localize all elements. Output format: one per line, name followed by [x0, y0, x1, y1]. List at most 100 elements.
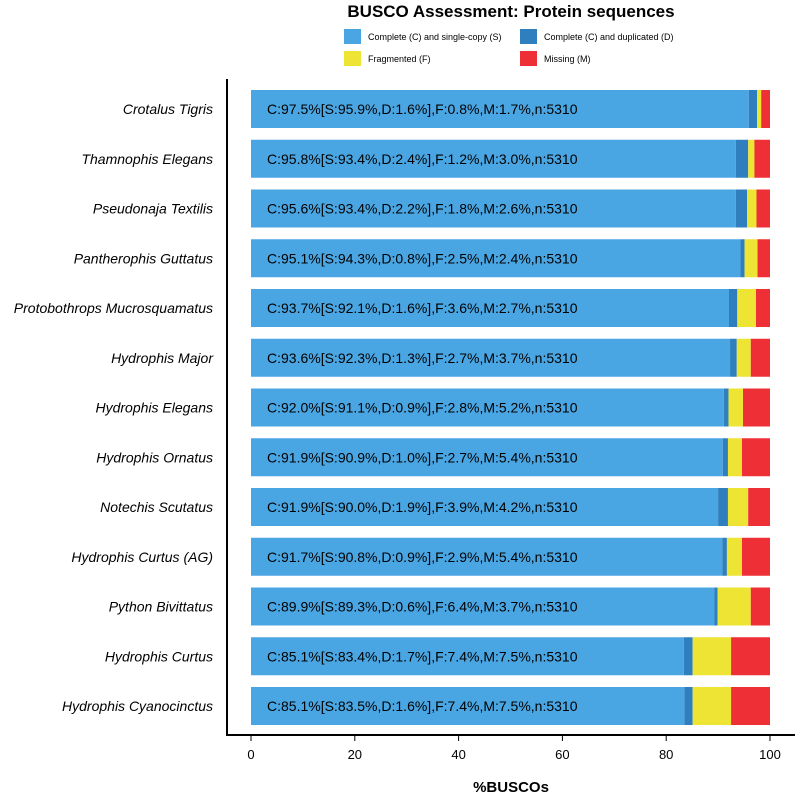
bar-segment [735, 139, 749, 178]
bar-segment [748, 488, 770, 526]
bar-label: C:95.6%[S:93.4%,D:2.2%],F:1.8%,M:2.6%,n:… [267, 201, 578, 217]
bar-segment [754, 139, 770, 178]
x-tick-label: 20 [348, 747, 362, 762]
bar-segment [722, 438, 728, 477]
x-ticks: 0 20 40 60 80 100 [247, 735, 781, 762]
x-tick-label: 100 [759, 747, 781, 762]
bar-segment [251, 537, 723, 576]
bar-label: C:93.6%[S:92.3%,D:1.3%],F:2.7%,M:3.7%,n:… [267, 350, 578, 366]
bar-segment [251, 139, 736, 178]
species-label: Hydrophis Ornatus [96, 449, 213, 465]
bar-segment [684, 687, 693, 725]
species-label: Pantherophis Guttatus [74, 250, 213, 266]
bar-segment [727, 438, 742, 477]
bar-segment [726, 537, 742, 576]
bar-segment [251, 438, 723, 477]
legend-swatch [344, 29, 361, 44]
x-axis-title: %BUSCOs [473, 779, 549, 796]
bar-segment [692, 637, 732, 676]
bar-segment [251, 289, 729, 327]
bars [251, 90, 770, 725]
bar-segment [714, 587, 718, 626]
bar-segment [728, 388, 744, 427]
species-label: Notechis Scutatus [100, 499, 213, 515]
bar-segment [743, 388, 770, 427]
axes [226, 79, 795, 736]
bar-segment [730, 338, 737, 377]
x-tick-label: 40 [451, 747, 465, 762]
species-labels: Crotalus Tigris Thamnophis Elegans Pseudon… [14, 101, 215, 714]
bar-segment [692, 687, 732, 725]
bar-segment [761, 90, 770, 128]
species-label: Hydrophis Curtus (AG) [71, 549, 213, 565]
bar-segment [741, 438, 770, 477]
bar-segment [251, 587, 715, 626]
bar-segment [683, 637, 693, 676]
bar-label: C:97.5%[S:95.9%,D:1.6%],F:0.8%,M:1.7%,n:… [267, 101, 578, 117]
bar-label: C:95.1%[S:94.3%,D:0.8%],F:2.5%,M:2.4%,n:… [267, 250, 578, 266]
bar-segment [251, 388, 724, 427]
legend-swatch [520, 29, 537, 44]
species-label: Crotalus Tigris [123, 101, 213, 117]
bar-segment [251, 90, 749, 128]
bar-segment [727, 488, 749, 526]
bar-segment [750, 587, 770, 626]
legend-label: Complete (C) and single-copy (S) [368, 32, 502, 42]
bar-segment [722, 537, 727, 576]
bar-segment [251, 338, 731, 377]
x-tick-label: 0 [247, 747, 254, 762]
species-label: Hydrophis Major [111, 350, 214, 366]
bar-segment [717, 587, 751, 626]
bar-label: C:91.7%[S:90.8%,D:0.9%],F:2.9%,M:5.4%,n:… [267, 549, 578, 565]
bar-segment [718, 488, 728, 526]
bar-label: C:91.9%[S:90.9%,D:1.0%],F:2.7%,M:5.4%,n:… [267, 449, 578, 465]
chart-title: BUSCO Assessment: Protein sequences [347, 2, 674, 21]
bar-label: C:95.8%[S:93.4%,D:2.4%],F:1.2%,M:3.0%,n:… [267, 151, 578, 167]
bar-segment [741, 537, 770, 576]
bar-segment [747, 189, 757, 228]
species-label: Thamnophis Elegans [81, 151, 213, 167]
legend-label: Complete (C) and duplicated (D) [544, 32, 674, 42]
bar-segment [723, 388, 729, 427]
species-label: Pseudonaja Textilis [93, 201, 213, 217]
bar-segment [744, 239, 758, 278]
bar-segment [748, 90, 758, 128]
species-label: Python Bivittatus [109, 599, 213, 615]
bar-labels: C:97.5%[S:95.9%,D:1.6%],F:0.8%,M:1.7%,n:… [267, 101, 578, 714]
bar-segment [750, 338, 770, 377]
bar-segment [757, 90, 762, 128]
bar-segment [735, 189, 748, 228]
bar-label: C:91.9%[S:90.0%,D:1.9%],F:3.9%,M:4.2%,n:… [267, 499, 578, 515]
legend-swatch [520, 51, 537, 66]
bar-segment [755, 289, 770, 327]
species-label: Hydrophis Curtus [105, 648, 213, 664]
legend-label: Missing (M) [544, 54, 591, 64]
x-tick-label: 80 [659, 747, 673, 762]
bar-segment [251, 189, 736, 228]
bar-segment [251, 239, 741, 278]
bar-segment [757, 239, 770, 278]
bar-segment [740, 239, 745, 278]
bar-segment [728, 289, 738, 327]
bar-segment [731, 637, 770, 676]
bar-label: C:93.7%[S:92.1%,D:1.6%],F:3.6%,M:2.7%,n:… [267, 300, 578, 316]
species-label: Hydrophis Elegans [95, 400, 213, 416]
bar-segment [736, 338, 751, 377]
bar-segment [251, 637, 684, 676]
bar-segment [756, 189, 770, 228]
legend: Complete (C) and single-copy (S) Complete… [344, 29, 674, 66]
bar-segment [251, 687, 685, 725]
bar-label: C:85.1%[S:83.4%,D:1.7%],F:7.4%,M:7.5%,n:… [267, 648, 578, 664]
species-label: Protobothrops Mucrosquamatus [14, 300, 213, 316]
legend-label: Fragmented (F) [368, 54, 431, 64]
species-label: Hydrophis Cyanocinctus [62, 698, 213, 714]
x-tick-label: 60 [555, 747, 569, 762]
bar-label: C:92.0%[S:91.1%,D:0.9%],F:2.8%,M:5.2%,n:… [267, 400, 578, 416]
bar-label: C:89.9%[S:89.3%,D:0.6%],F:6.4%,M:3.7%,n:… [267, 599, 578, 615]
bar-segment [251, 488, 719, 526]
bar-segment [748, 139, 755, 178]
bar-label: C:85.1%[S:83.5%,D:1.6%],F:7.4%,M:7.5%,n:… [267, 698, 578, 714]
legend-swatch [344, 51, 361, 66]
bar-segment [731, 687, 770, 725]
